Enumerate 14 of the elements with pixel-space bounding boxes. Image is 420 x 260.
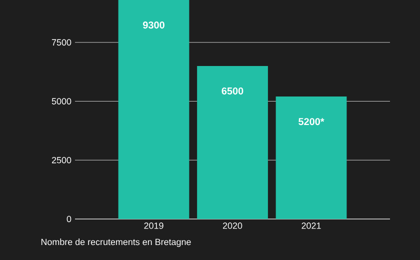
bar — [276, 96, 347, 219]
y-tick-label: 2500 — [52, 156, 72, 164]
x-tick-label: 2021 — [302, 222, 321, 229]
bar — [118, 0, 190, 219]
bar — [197, 66, 268, 219]
data-label: 9300 — [143, 22, 164, 29]
y-tick-label: 7500 — [52, 39, 72, 46]
y-tick-label: 5000 — [52, 98, 72, 104]
x-tick-label: 2019 — [144, 222, 164, 229]
data-label: 6500 — [222, 87, 244, 95]
y-tick-label: 0 — [66, 216, 72, 222]
data-label: 5200* — [298, 118, 324, 126]
x-tick-label: 2020 — [222, 222, 242, 229]
x-axis-title: Nombre de recrutements en Bretagne — [41, 238, 191, 247]
